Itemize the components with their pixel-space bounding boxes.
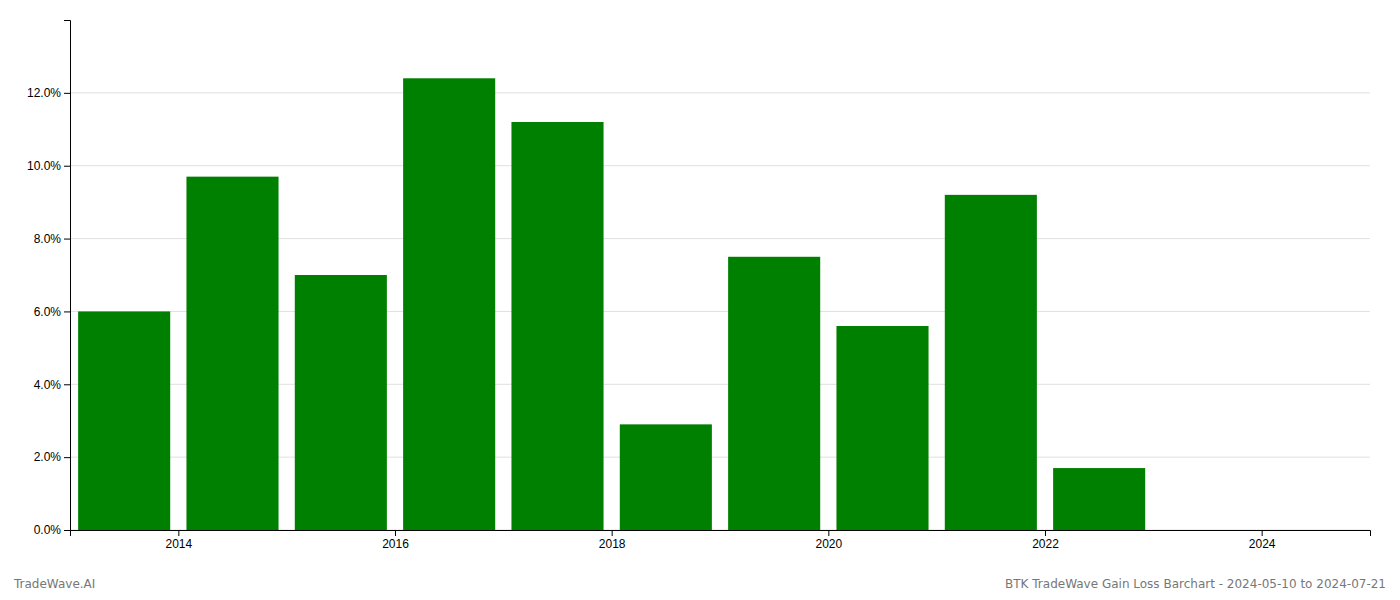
bar — [78, 311, 170, 530]
grid-line — [70, 165, 1370, 166]
y-tick: 10.0% — [27, 159, 70, 173]
x-axis: 2014 2016 2018 2020 2022 2024 — [71, 530, 1371, 551]
y-tick-label: 10.0% — [27, 159, 61, 173]
bar — [511, 122, 603, 530]
footer-left: TradeWave.AI — [13, 577, 95, 591]
y-tick-label: 12.0% — [27, 86, 61, 100]
y-tick-mark — [64, 166, 70, 167]
x-tick-mark — [178, 530, 179, 536]
y-tick: 4.0% — [34, 378, 70, 392]
y-tick-mark — [64, 530, 70, 531]
x-tick: 2014 — [165, 530, 192, 551]
footer-right: BTK TradeWave Gain Loss Barchart - 2024-… — [1005, 577, 1386, 591]
y-axis: 0.0% 2.0% 4.0% 6.0% 8.0% 10.0% 12.0% — [27, 21, 71, 538]
x-tick-mark — [1262, 530, 1263, 536]
x-tick-label: 2018 — [599, 537, 626, 551]
y-tick-label: 0.0% — [34, 523, 62, 537]
y-tick-mark — [64, 457, 70, 458]
y-tick-label: 6.0% — [34, 305, 62, 319]
y-tick-mark — [64, 93, 70, 94]
x-tick-label: 2020 — [815, 537, 842, 551]
bar — [186, 177, 278, 530]
plot: 2014 2016 2018 2020 2022 2024 0.0% 2.0% 4.0% 6.0%… — [27, 21, 1371, 551]
x-tick: 2018 — [599, 530, 626, 551]
x-tick: 2022 — [1032, 530, 1059, 551]
y-tick-mark — [64, 239, 70, 240]
y-tick: 0.0% — [34, 523, 70, 537]
bar — [620, 424, 712, 530]
bar — [295, 275, 387, 530]
x-tick-mark — [1045, 530, 1046, 536]
x-tick: 2020 — [815, 530, 842, 551]
bars — [78, 78, 1145, 530]
y-tick: 6.0% — [34, 305, 70, 319]
y-axis-line — [64, 21, 71, 531]
y-tick: 8.0% — [34, 232, 70, 246]
x-tick: 2024 — [1249, 530, 1276, 551]
x-tick: 2016 — [382, 530, 409, 551]
x-tick-mark — [395, 530, 396, 536]
y-tick-label: 4.0% — [34, 378, 62, 392]
x-tick-mark — [612, 530, 613, 536]
chart: 2014 2016 2018 2020 2022 2024 0.0% 2.0% 4.0% 6.0%… — [0, 0, 1400, 600]
bar — [403, 78, 495, 530]
x-tick-label: 2016 — [382, 537, 409, 551]
x-axis-line — [71, 531, 1371, 537]
y-tick-mark — [64, 311, 70, 312]
x-tick-label: 2014 — [165, 537, 192, 551]
bar — [945, 195, 1037, 530]
bar — [836, 326, 928, 530]
y-tick-mark — [64, 384, 70, 385]
x-tick-mark — [828, 530, 829, 536]
bar — [1053, 468, 1145, 530]
x-tick-label: 2024 — [1249, 537, 1276, 551]
y-tick: 2.0% — [34, 450, 70, 464]
y-tick-label: 2.0% — [34, 450, 62, 464]
y-tick-label: 8.0% — [34, 232, 62, 246]
grid — [70, 93, 1370, 530]
y-tick: 12.0% — [27, 86, 70, 100]
x-tick-label: 2022 — [1032, 537, 1059, 551]
bar — [1161, 530, 1253, 531]
bar — [728, 257, 820, 530]
grid-line — [70, 92, 1370, 93]
